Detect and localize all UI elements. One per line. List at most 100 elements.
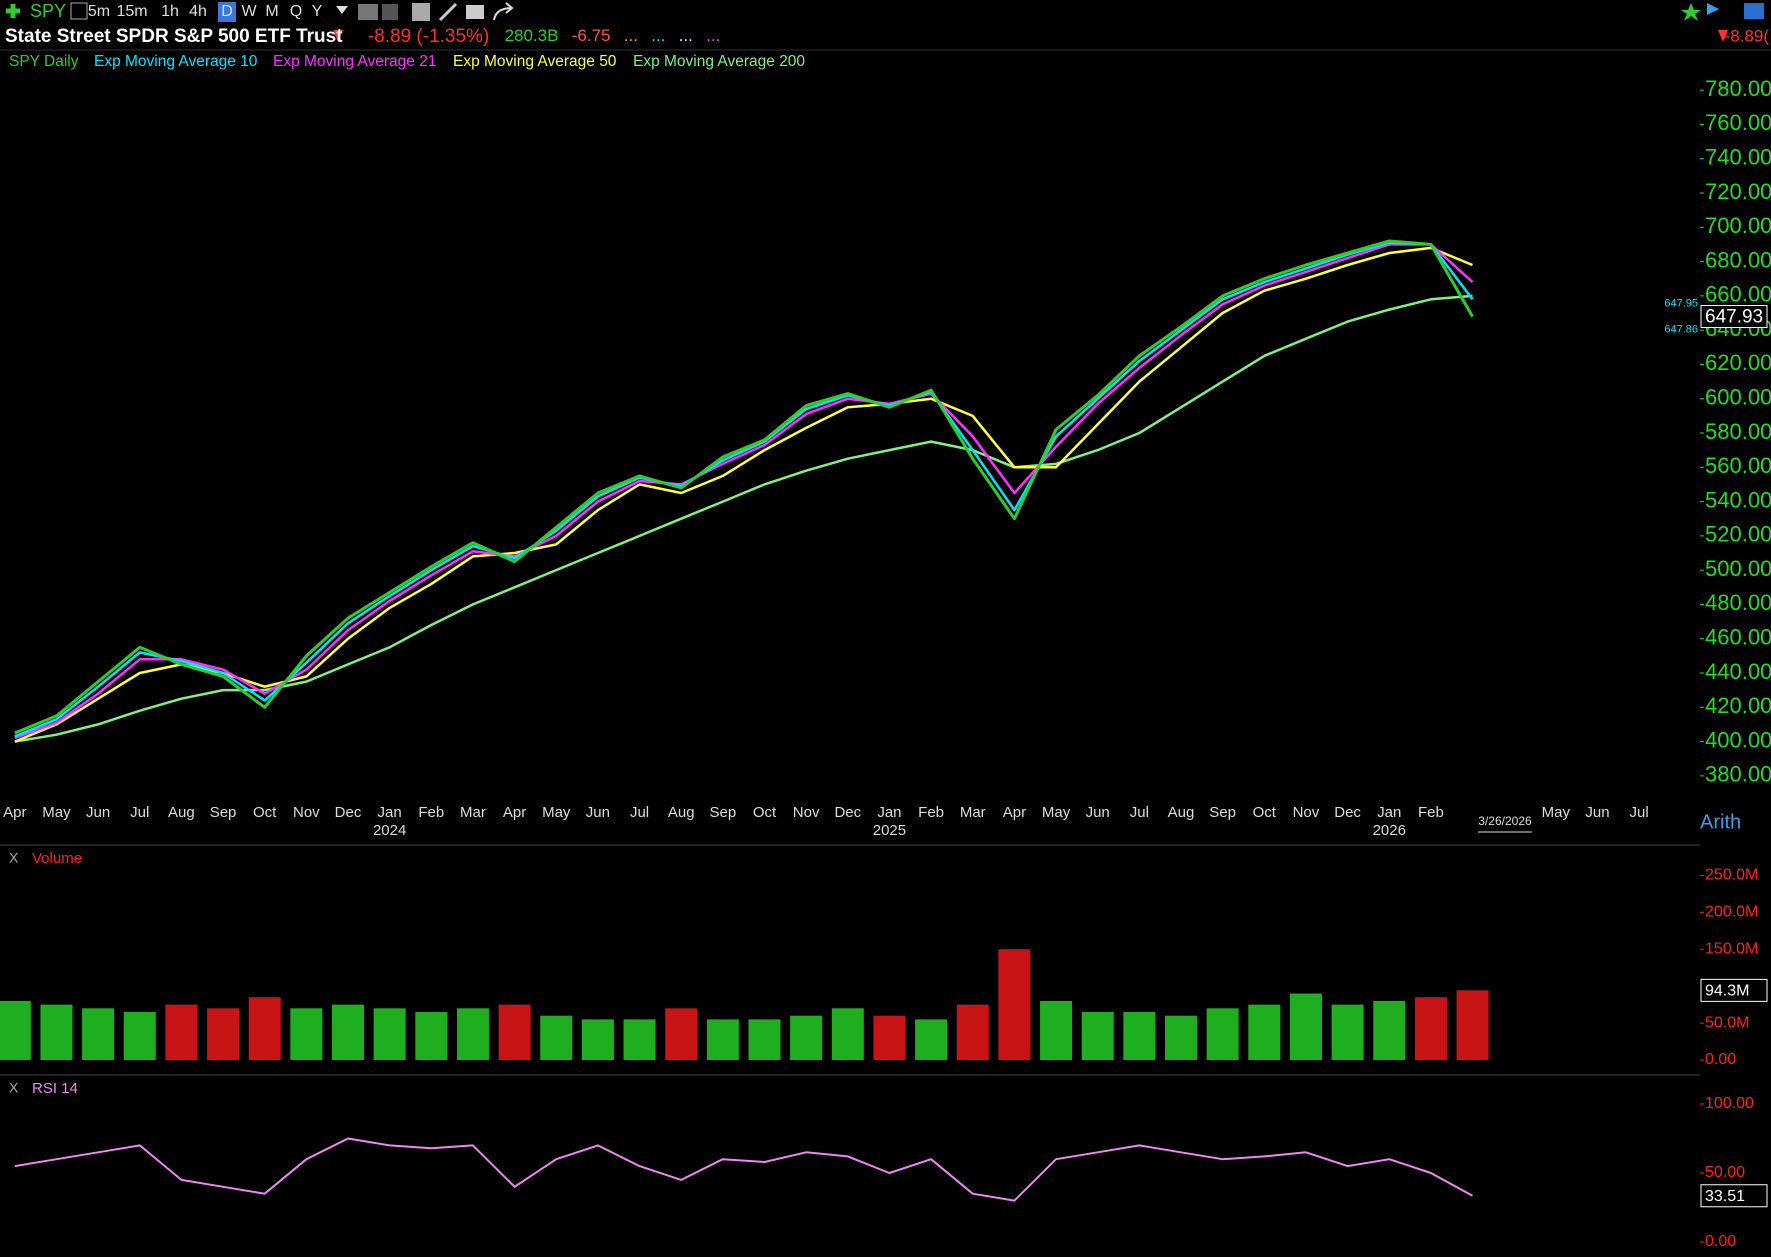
x-tick-label: May <box>1542 804 1571 821</box>
x-tick-label: Nov <box>293 804 320 821</box>
legend-entry: Exp Moving Average 10 <box>94 53 258 70</box>
x-tick-label: Oct <box>753 804 777 821</box>
add-icon[interactable] <box>6 4 20 18</box>
volume-bar <box>873 1015 906 1060</box>
last-value-label: 33.51 <box>1705 1188 1745 1205</box>
price-change: -8.89 <box>368 26 411 47</box>
x-tick-label: Aug <box>1168 804 1195 821</box>
year-label: 2026 <box>1373 822 1406 839</box>
last-value-box <box>1700 305 1768 329</box>
ema-line <box>14 241 1474 738</box>
x-tick-label: Apr <box>503 804 526 821</box>
interval-button[interactable]: 1h <box>161 3 179 20</box>
x-tick-label: Jun <box>1585 804 1609 821</box>
panel-title: Volume <box>32 850 82 867</box>
y-tick-label: 250.0M <box>1705 867 1758 884</box>
x-tick-label: Jun <box>86 804 110 821</box>
interval-button[interactable]: 5m <box>88 3 110 20</box>
legend-entry: Exp Moving Average 50 <box>453 53 617 70</box>
symbol[interactable]: SPY <box>30 1 66 21</box>
volume-bar <box>1289 993 1322 1060</box>
scale-mode: Arith <box>1700 811 1741 833</box>
y-tick-label: 760.00 <box>1705 110 1771 135</box>
x-tick-label: Oct <box>253 804 277 821</box>
volume-bar <box>790 1015 823 1060</box>
year-label: 2025 <box>873 822 906 839</box>
volume-bar <box>1081 1012 1114 1060</box>
x-tick-label: Jul <box>1630 804 1649 821</box>
share-icon[interactable] <box>493 2 514 21</box>
layers-icon[interactable] <box>466 5 484 19</box>
y-tick-label: 480.00 <box>1705 590 1771 615</box>
interval-button[interactable]: Y <box>312 3 323 20</box>
y-tick-label: 420.00 <box>1705 693 1771 718</box>
volume-bar <box>1456 990 1489 1060</box>
bars-icon[interactable] <box>382 4 398 20</box>
y-tick-label: 740.00 <box>1705 145 1771 170</box>
volume-bar <box>207 1008 240 1060</box>
volume-bar <box>1248 1004 1281 1060</box>
x-tick-label: Apr <box>1003 804 1026 821</box>
x-tick-label: Jan <box>378 804 402 821</box>
security-name: State Street SPDR S&P 500 ETF Trust <box>5 26 343 47</box>
x-tick-label: Mar <box>960 804 986 821</box>
down-arrow <box>333 30 343 42</box>
x-tick-label: Dec <box>1334 804 1361 821</box>
star-icon[interactable] <box>1681 3 1701 21</box>
x-tick-label: Nov <box>793 804 820 821</box>
y-tick-label: 200.0M <box>1705 904 1758 921</box>
panel-close: X <box>9 850 19 866</box>
x-tick-label: May <box>42 804 71 821</box>
volume-bar <box>0 1000 31 1060</box>
interval-button[interactable]: M <box>265 3 278 20</box>
interval-highlight <box>218 2 236 22</box>
y-tick-label: 520.00 <box>1705 522 1771 547</box>
volume-bar <box>540 1015 573 1060</box>
ema-line <box>14 243 1474 740</box>
y-tick-label: 460.00 <box>1705 625 1771 650</box>
x-tick-label: Sep <box>1209 804 1236 821</box>
chart-type-icon[interactable] <box>358 4 378 20</box>
draw-icon[interactable] <box>438 2 458 22</box>
y-tick-label: 500.00 <box>1705 556 1771 581</box>
y-tick-label: 780.00 <box>1705 76 1771 101</box>
x-tick-label: Feb <box>918 804 944 821</box>
x-tick-label: Dec <box>834 804 861 821</box>
last-value-label: 647.93 <box>1705 307 1763 328</box>
y-tick-label: 720.00 <box>1705 179 1771 204</box>
ema-line <box>14 246 1473 743</box>
interval-button[interactable]: Q <box>290 3 302 20</box>
volume-bar <box>1040 1000 1073 1060</box>
dots: ... <box>624 26 638 45</box>
rsi-line <box>14 1137 1473 1202</box>
x-tick-label: Aug <box>168 804 195 821</box>
y-tick-label: 580.00 <box>1705 419 1771 444</box>
x-tick-label: Mar <box>460 804 486 821</box>
x-tick-label: Jun <box>586 804 610 821</box>
price-change-pct: (-1.35%) <box>416 26 489 47</box>
dots: ... <box>679 26 693 45</box>
volume-bar <box>290 1008 323 1060</box>
x-tick-label: Apr <box>3 804 26 821</box>
volume: 280.3B <box>505 26 559 45</box>
calendar-icon[interactable] <box>412 3 430 21</box>
y-tick-label: 660.00 <box>1705 282 1771 307</box>
sync-icon[interactable] <box>1744 3 1764 19</box>
dropdown-icon[interactable] <box>336 6 348 14</box>
interval-button[interactable]: 4h <box>189 3 207 20</box>
interval-button[interactable]: 15m <box>116 3 147 20</box>
last-value-box <box>1700 1184 1768 1208</box>
interval-button[interactable]: W <box>241 3 257 20</box>
list-icon[interactable] <box>70 2 88 20</box>
volume-bar <box>665 1008 698 1060</box>
dots: ... <box>706 26 720 45</box>
volume-bar <box>332 1004 364 1060</box>
interval-button[interactable]: D <box>221 3 233 20</box>
volume-bar <box>623 1019 656 1060</box>
y-tick-label: 620.00 <box>1705 350 1771 375</box>
flag-icon[interactable] <box>1707 3 1719 15</box>
y-tick-label: 0.00 <box>1705 1051 1736 1068</box>
last-value-label: 94.3M <box>1705 983 1749 1000</box>
